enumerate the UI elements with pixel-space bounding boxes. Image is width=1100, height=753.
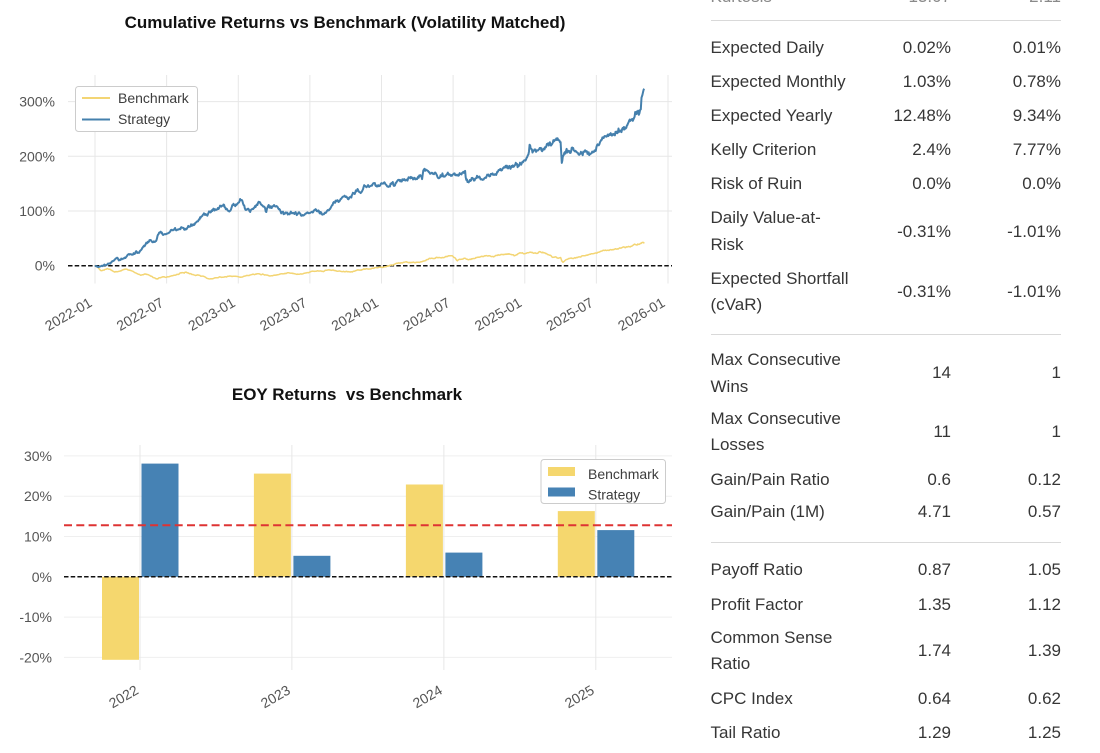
svg-text:2024: 2024: [410, 682, 445, 712]
svg-text:2025-07: 2025-07: [543, 294, 596, 334]
svg-text:2024-01: 2024-01: [328, 294, 381, 334]
svg-text:Cumulative Returns vs Benchmar: Cumulative Returns vs Benchmark (Volatil…: [125, 13, 566, 32]
svg-text:200%: 200%: [19, 148, 55, 164]
svg-text:2025-01: 2025-01: [472, 294, 525, 334]
svg-text:30%: 30%: [24, 448, 52, 464]
svg-text:Strategy: Strategy: [118, 111, 170, 127]
svg-text:0%: 0%: [32, 569, 52, 585]
svg-text:-20%: -20%: [19, 649, 52, 665]
svg-text:EOY Returns vs Benchmark: EOY Returns vs Benchmark: [232, 385, 463, 404]
svg-text:2022-01: 2022-01: [42, 294, 95, 334]
svg-text:2023-07: 2023-07: [257, 294, 310, 334]
svg-text:Benchmark: Benchmark: [588, 466, 660, 482]
svg-text:2022-07: 2022-07: [114, 294, 167, 334]
svg-text:-10%: -10%: [19, 609, 52, 625]
svg-text:2026-01: 2026-01: [615, 294, 668, 334]
svg-text:2022: 2022: [106, 682, 141, 712]
svg-text:2023-01: 2023-01: [185, 294, 238, 334]
svg-text:Strategy: Strategy: [588, 487, 640, 503]
svg-text:10%: 10%: [24, 529, 52, 545]
svg-text:Benchmark: Benchmark: [118, 90, 190, 106]
svg-text:2024-07: 2024-07: [400, 294, 453, 334]
svg-text:2025: 2025: [562, 682, 597, 712]
svg-text:2023: 2023: [258, 682, 293, 712]
svg-text:20%: 20%: [24, 488, 52, 504]
svg-text:0%: 0%: [35, 258, 55, 274]
svg-text:300%: 300%: [19, 94, 55, 110]
svg-text:100%: 100%: [19, 203, 55, 219]
